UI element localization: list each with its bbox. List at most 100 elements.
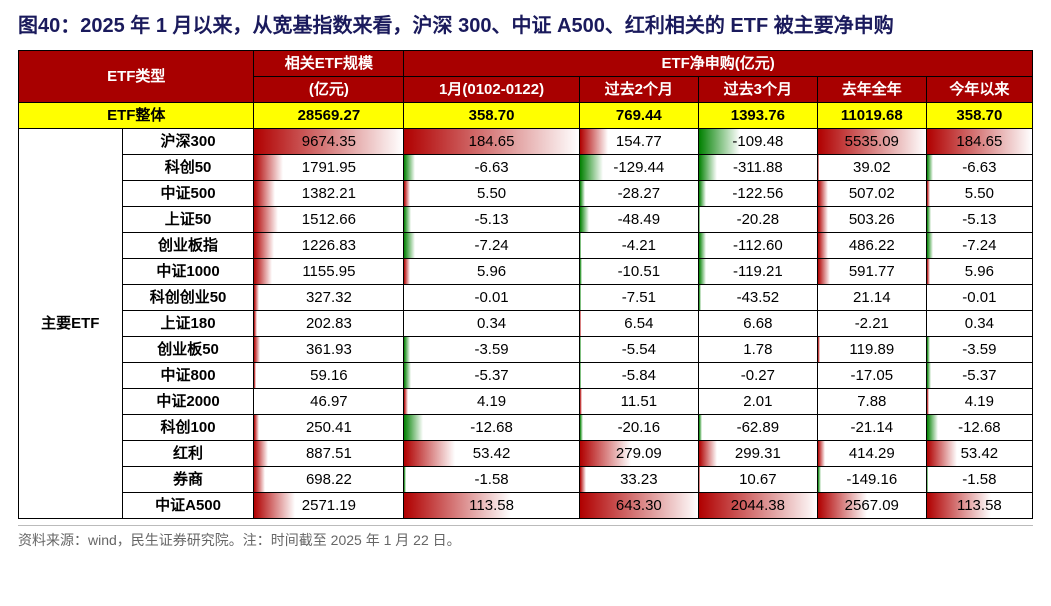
row-name: 中证A500	[122, 493, 254, 519]
table-row: 科创100250.41-12.68-20.16-62.89-21.14-12.6…	[19, 415, 1033, 441]
data-cell: 4.19	[926, 389, 1032, 415]
data-cell: 53.42	[404, 441, 580, 467]
data-cell: 0.34	[404, 311, 580, 337]
data-cell: 7.88	[817, 389, 926, 415]
data-cell: -109.48	[698, 129, 817, 155]
data-cell: 2044.38	[698, 493, 817, 519]
data-cell: 6.68	[698, 311, 817, 337]
figure-title: 图40：2025 年 1 月以来，从宽基指数来看，沪深 300、中证 A500、…	[18, 12, 1033, 40]
row-name: 创业板指	[122, 233, 254, 259]
row-name: 上证180	[122, 311, 254, 337]
data-cell: -7.24	[926, 233, 1032, 259]
data-cell: -6.63	[926, 155, 1032, 181]
data-cell: 2571.19	[254, 493, 404, 519]
data-cell: -0.01	[926, 285, 1032, 311]
overall-size: 28569.27	[254, 103, 404, 129]
row-name: 创业板50	[122, 337, 254, 363]
data-cell: 887.51	[254, 441, 404, 467]
data-cell: -149.16	[817, 467, 926, 493]
data-cell: 9674.35	[254, 129, 404, 155]
data-cell: 10.67	[698, 467, 817, 493]
overall-2m: 769.44	[579, 103, 698, 129]
data-cell: -112.60	[698, 233, 817, 259]
col-size-top: 相关ETF规模	[254, 51, 404, 77]
table-row: 中证80059.16-5.37-5.84-0.27-17.05-5.37	[19, 363, 1033, 389]
table-row: 中证200046.974.1911.512.017.884.19	[19, 389, 1033, 415]
table-row: 科创501791.95-6.63-129.44-311.8839.02-6.63	[19, 155, 1033, 181]
row-name: 中证2000	[122, 389, 254, 415]
table-row: 上证501512.66-5.13-48.49-20.28503.26-5.13	[19, 207, 1033, 233]
data-cell: 113.58	[404, 493, 580, 519]
data-cell: -3.59	[404, 337, 580, 363]
data-cell: -43.52	[698, 285, 817, 311]
table-row: 科创创业50327.32-0.01-7.51-43.5221.14-0.01	[19, 285, 1033, 311]
data-cell: 1512.66	[254, 207, 404, 233]
col-ytd: 今年以来	[926, 77, 1032, 103]
data-cell: 5.50	[926, 181, 1032, 207]
row-overall: ETF整体 28569.27 358.70 769.44 1393.76 110…	[19, 103, 1033, 129]
row-name: 中证1000	[122, 259, 254, 285]
data-cell: 5535.09	[817, 129, 926, 155]
data-cell: -119.21	[698, 259, 817, 285]
data-cell: 1226.83	[254, 233, 404, 259]
data-cell: 327.32	[254, 285, 404, 311]
overall-label: ETF整体	[19, 103, 254, 129]
data-cell: -1.58	[926, 467, 1032, 493]
data-cell: -5.37	[404, 363, 580, 389]
data-cell: 299.31	[698, 441, 817, 467]
data-cell: 113.58	[926, 493, 1032, 519]
data-cell: -21.14	[817, 415, 926, 441]
data-cell: -48.49	[579, 207, 698, 233]
data-cell: 279.09	[579, 441, 698, 467]
row-name: 中证800	[122, 363, 254, 389]
data-cell: 5.96	[926, 259, 1032, 285]
col-jan: 1月(0102-0122)	[404, 77, 580, 103]
data-cell: 53.42	[926, 441, 1032, 467]
data-cell: -5.13	[926, 207, 1032, 233]
data-cell: 4.19	[404, 389, 580, 415]
data-cell: -0.01	[404, 285, 580, 311]
data-cell: 184.65	[404, 129, 580, 155]
data-cell: 2.01	[698, 389, 817, 415]
data-cell: 21.14	[817, 285, 926, 311]
data-cell: 59.16	[254, 363, 404, 389]
data-cell: 643.30	[579, 493, 698, 519]
data-cell: -122.56	[698, 181, 817, 207]
data-cell: -12.68	[404, 415, 580, 441]
data-cell: -1.58	[404, 467, 580, 493]
data-cell: -4.21	[579, 233, 698, 259]
data-cell: 202.83	[254, 311, 404, 337]
row-name: 科创创业50	[122, 285, 254, 311]
row-name: 科创50	[122, 155, 254, 181]
data-cell: -3.59	[926, 337, 1032, 363]
data-cell: 184.65	[926, 129, 1032, 155]
data-cell: -6.63	[404, 155, 580, 181]
data-cell: -2.21	[817, 311, 926, 337]
data-cell: -129.44	[579, 155, 698, 181]
data-cell: 1382.21	[254, 181, 404, 207]
row-name: 科创100	[122, 415, 254, 441]
table-row: 主要ETF沪深3009674.35184.65154.77-109.485535…	[19, 129, 1033, 155]
data-cell: 0.34	[926, 311, 1032, 337]
data-cell: 46.97	[254, 389, 404, 415]
data-cell: 5.96	[404, 259, 580, 285]
table-row: 创业板指1226.83-7.24-4.21-112.60486.22-7.24	[19, 233, 1033, 259]
table-row: 券商698.22-1.5833.2310.67-149.16-1.58	[19, 467, 1033, 493]
col-lastyear: 去年全年	[817, 77, 926, 103]
data-cell: 591.77	[817, 259, 926, 285]
data-cell: 1.78	[698, 337, 817, 363]
data-cell: 11.51	[579, 389, 698, 415]
data-cell: -28.27	[579, 181, 698, 207]
data-cell: 698.22	[254, 467, 404, 493]
etf-table: ETF类型 相关ETF规模 ETF净申购(亿元) (亿元) 1月(0102-01…	[18, 50, 1033, 519]
col-3m: 过去3个月	[698, 77, 817, 103]
table-row: 上证180202.830.346.546.68-2.210.34	[19, 311, 1033, 337]
data-cell: -12.68	[926, 415, 1032, 441]
data-cell: -7.24	[404, 233, 580, 259]
data-cell: 250.41	[254, 415, 404, 441]
row-name: 沪深300	[122, 129, 254, 155]
table-row: 红利887.5153.42279.09299.31414.2953.42	[19, 441, 1033, 467]
data-cell: 507.02	[817, 181, 926, 207]
data-cell: -62.89	[698, 415, 817, 441]
data-cell: 503.26	[817, 207, 926, 233]
